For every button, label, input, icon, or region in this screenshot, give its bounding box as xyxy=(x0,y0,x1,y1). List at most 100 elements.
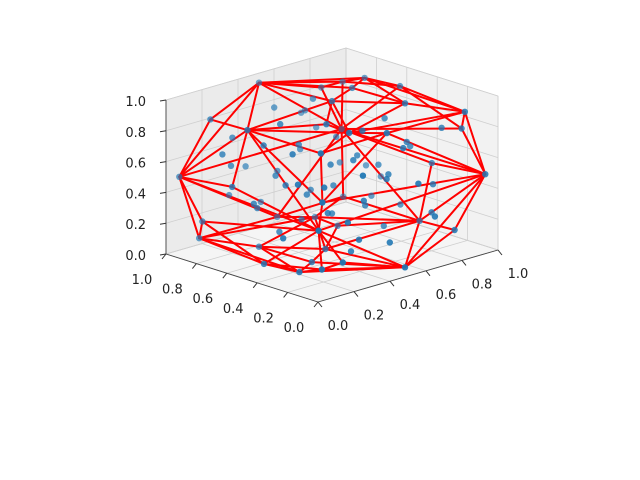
hull-edge xyxy=(258,245,313,264)
x-tick-mark xyxy=(497,249,503,256)
hull-edge xyxy=(258,245,327,250)
hull-edge xyxy=(430,162,487,176)
hull-edge xyxy=(258,81,354,89)
hull-edge xyxy=(331,86,354,103)
hull-edge xyxy=(276,128,343,218)
axis-lines xyxy=(159,99,503,308)
y-tick-label: 0.2 xyxy=(253,311,274,326)
grid-xwall-z-4 xyxy=(345,78,499,128)
hull-edge xyxy=(340,128,487,176)
x-tick-label: 0.0 xyxy=(328,319,349,334)
data-point xyxy=(307,186,314,193)
y-axis-line xyxy=(165,253,319,303)
data-point xyxy=(318,84,325,91)
y-tick-mark xyxy=(161,253,167,260)
hull-edge xyxy=(324,224,339,250)
data-point xyxy=(360,197,367,204)
hull-edge xyxy=(453,173,487,231)
data-point xyxy=(219,151,226,158)
z-tick-label: 0.8 xyxy=(125,126,146,141)
data-point xyxy=(380,222,387,230)
hull-edge xyxy=(404,219,421,269)
data-point xyxy=(407,143,414,150)
data-point xyxy=(334,222,341,229)
data-point xyxy=(349,84,356,92)
hull-edge xyxy=(258,245,301,274)
hull-edge xyxy=(363,76,406,105)
tick-labels: 0.0 0.2 0.4 0.6 0.8 1.0 0.0 0.2 0.4 0.6 0.8 1.0 0.0 0… xyxy=(125,95,528,336)
hull-edge xyxy=(178,175,204,223)
x-axis-line xyxy=(317,249,499,303)
y-tick-mark xyxy=(283,292,288,298)
y-tick-mark xyxy=(252,282,258,289)
data-point xyxy=(321,184,328,191)
data-point xyxy=(255,79,263,86)
data-point xyxy=(294,181,302,188)
data-point xyxy=(428,209,435,216)
data-point xyxy=(242,163,249,170)
data-point xyxy=(308,258,315,266)
data-point xyxy=(315,227,322,234)
hull-edge xyxy=(340,128,433,165)
data-point xyxy=(339,259,346,266)
z-tick-label: 0.0 xyxy=(125,249,146,264)
data-point xyxy=(438,124,445,131)
data-point xyxy=(296,268,303,276)
data-point xyxy=(327,161,334,168)
hull-edge xyxy=(258,216,316,248)
z-tick-label: 0.4 xyxy=(125,187,146,202)
grid-ywall-z-3 xyxy=(165,109,347,162)
z-tick-mark xyxy=(159,161,167,164)
hull-edge xyxy=(320,86,343,130)
hull-edge xyxy=(263,262,323,271)
data-point xyxy=(344,219,351,226)
y-tick-label: 0.8 xyxy=(162,283,183,298)
x-tick-mark xyxy=(425,270,431,277)
data-point xyxy=(229,134,236,141)
data-point xyxy=(199,218,206,225)
data-point xyxy=(416,217,423,224)
data-point xyxy=(229,183,236,191)
data-point xyxy=(322,245,329,253)
data-point xyxy=(397,201,404,208)
data-point xyxy=(368,192,375,199)
data-point xyxy=(377,173,384,180)
data-point xyxy=(339,78,346,85)
data-point xyxy=(276,228,283,235)
data-point xyxy=(354,152,361,159)
data-point xyxy=(260,260,268,268)
grid-floor-x-4 xyxy=(309,212,463,261)
hull-edge xyxy=(178,175,201,240)
data-point xyxy=(176,173,183,180)
data-point xyxy=(328,210,336,217)
hull-edge xyxy=(246,129,322,155)
data-point xyxy=(385,171,392,178)
grid-ywall-z-5 xyxy=(165,47,347,101)
hull-edge xyxy=(246,81,260,132)
hull-edge xyxy=(460,127,487,176)
data-point xyxy=(386,239,393,246)
hull-edge xyxy=(298,266,406,274)
hull-edge xyxy=(385,132,487,176)
hull-edge xyxy=(331,100,406,105)
x-tick-mark xyxy=(353,291,359,297)
data-point xyxy=(225,191,233,199)
data-point xyxy=(396,82,404,90)
hull-edge xyxy=(246,123,328,132)
hull-edge xyxy=(198,237,260,248)
hull-edge xyxy=(404,173,487,269)
data-point xyxy=(319,199,326,206)
data-point xyxy=(400,144,407,152)
hull-edge xyxy=(331,100,351,134)
hull-edge xyxy=(258,81,333,103)
data-point xyxy=(383,129,390,137)
x-tick-label: 1.0 xyxy=(508,267,529,282)
data-point xyxy=(355,236,363,243)
z-tick-label: 0.2 xyxy=(125,218,146,233)
data-point xyxy=(309,95,317,102)
hull-edge xyxy=(325,123,351,134)
hull-edge xyxy=(198,216,316,240)
data-point xyxy=(403,138,410,146)
